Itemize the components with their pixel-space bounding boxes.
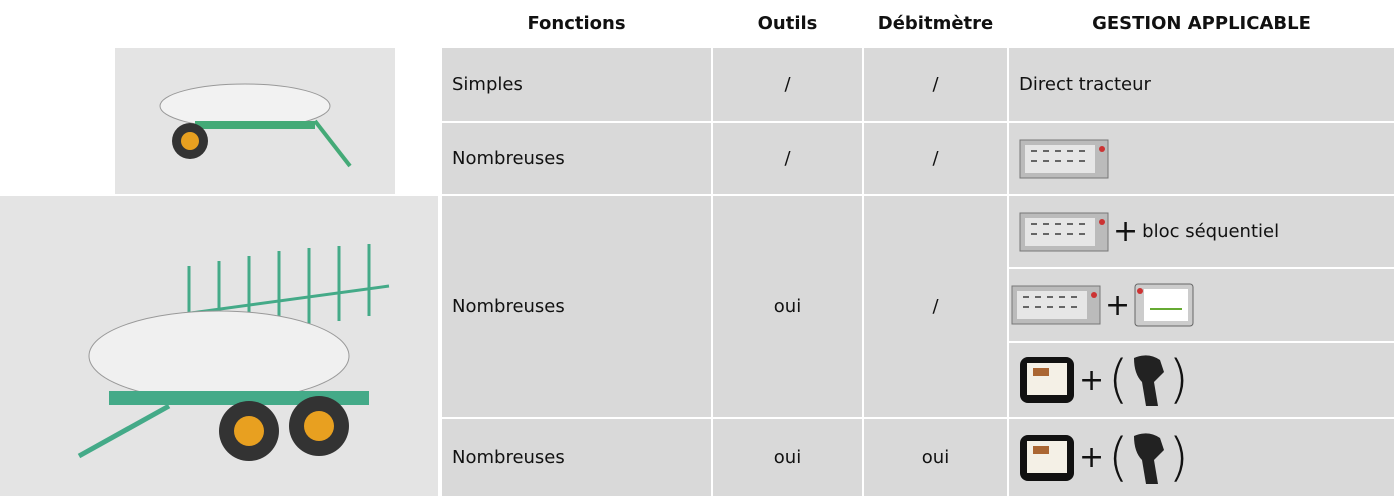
cell: /: [864, 196, 1007, 417]
cell: +: [1009, 269, 1394, 341]
plus: +: [1113, 214, 1139, 249]
tanker-image: [0, 196, 438, 496]
cell: +(): [1009, 343, 1394, 417]
cell: Direct tracteur: [1009, 48, 1394, 121]
cell: /: [864, 48, 1007, 121]
cell: /: [713, 48, 862, 121]
header: Outils: [757, 12, 818, 34]
plus: +: [1105, 287, 1131, 323]
cell: oui: [864, 419, 1007, 496]
cell: +(): [1009, 419, 1394, 496]
tanker-image: [115, 48, 395, 194]
icon-term: [1019, 434, 1075, 482]
icon-joy: [1128, 430, 1168, 486]
icon-ctl: [1019, 139, 1109, 179]
cell: oui: [713, 419, 862, 496]
icon-joy: [1128, 352, 1168, 408]
cell: Nombreuses: [442, 123, 711, 194]
paren: ): [1168, 350, 1189, 410]
cell: Nombreuses: [442, 419, 711, 496]
header: Fonctions: [527, 12, 626, 34]
cell: [1009, 123, 1394, 194]
header: GESTION APPLICABLE: [1092, 12, 1311, 34]
cell-text: bloc séquentiel: [1142, 221, 1280, 242]
icon-ctl: [1011, 285, 1101, 325]
cell: /: [713, 123, 862, 194]
plus: +: [1079, 362, 1105, 398]
cell: oui: [713, 196, 862, 417]
icon-scr: [1134, 283, 1194, 327]
cell: Simples: [442, 48, 711, 121]
cell: + bloc séquentiel: [1009, 196, 1394, 267]
header: Débitmètre: [877, 12, 994, 34]
icon-ctl: [1019, 212, 1109, 252]
plus: +: [1079, 440, 1105, 475]
icon-term: [1019, 356, 1075, 404]
cell: Nombreuses: [442, 196, 711, 417]
paren: ): [1168, 427, 1189, 488]
paren: (: [1108, 350, 1129, 410]
paren: (: [1108, 427, 1129, 488]
cell: /: [864, 123, 1007, 194]
